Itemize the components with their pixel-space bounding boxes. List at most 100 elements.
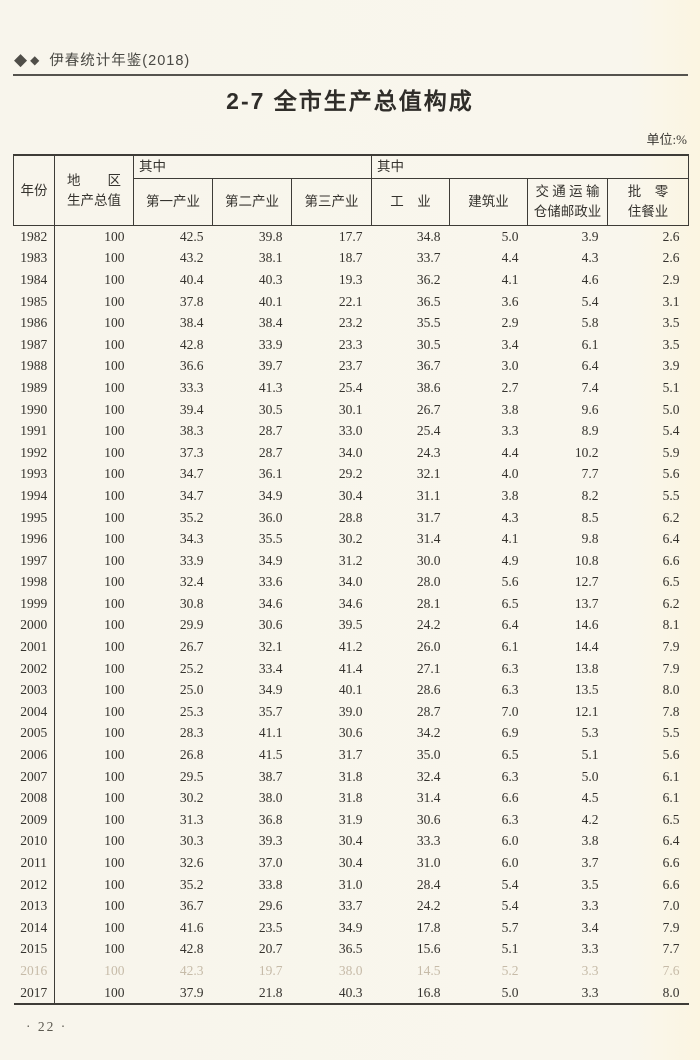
value-cell: 100 xyxy=(104,898,125,914)
value-cell: 23.3 xyxy=(338,336,363,352)
value-cell: 6.3 xyxy=(501,768,519,784)
value-cell: 26.8 xyxy=(179,747,204,763)
value-cell: 6.6 xyxy=(662,855,680,871)
value-cell: 6.1 xyxy=(662,790,680,806)
value-cell: 100 xyxy=(104,941,125,957)
value-cell: 31.8 xyxy=(338,768,363,784)
header-retail-line1: 批 零 xyxy=(627,184,669,200)
value-cell: 16.8 xyxy=(416,984,441,1000)
table-body: 1982 100 42.5 39.8 17.7 34.8 5.0 3.9 2.6 1983 100 4… xyxy=(13,225,689,1005)
year-cell: 1993 xyxy=(13,463,55,486)
value-cell: 14.4 xyxy=(574,639,599,655)
value-cell: 100 xyxy=(104,487,125,503)
value-cell: 6.9 xyxy=(501,725,519,741)
value-cell: 12.7 xyxy=(574,574,599,590)
table-row: 1992 100 37.3 28.7 34.0 24.3 4.4 10.2 5.9 xyxy=(13,441,689,464)
value-cell: 5.0 xyxy=(662,401,680,417)
table-row: 2015 100 42.8 20.7 36.5 15.6 5.1 3.3 7.7 xyxy=(13,938,689,961)
value-cell: 8.9 xyxy=(581,423,599,439)
year-cell: 1984 xyxy=(13,269,55,291)
table-row: 1995 100 35.2 36.0 28.8 31.7 4.3 8.5 6.2 xyxy=(13,506,689,529)
year-cell: 2010 xyxy=(13,830,55,853)
value-cell: 33.7 xyxy=(338,898,363,914)
year-cell: 2009 xyxy=(13,809,55,831)
value-cell: 100 xyxy=(104,682,125,698)
value-cell: 40.3 xyxy=(258,271,283,287)
value-cell: 6.4 xyxy=(662,833,680,849)
value-cell: 2.7 xyxy=(501,379,519,395)
value-cell: 100 xyxy=(104,962,125,978)
value-cell: 39.7 xyxy=(258,358,283,374)
header-ofwhich-sectors: 其中 xyxy=(371,155,689,179)
value-cell: 35.2 xyxy=(179,876,204,892)
value-cell: 4.5 xyxy=(581,790,599,806)
table-row: 1987 100 42.8 33.9 23.3 30.5 3.4 6.1 3.5 xyxy=(13,333,689,356)
value-cell: 6.0 xyxy=(501,855,519,871)
table-row: 1983 100 43.2 38.1 18.7 33.7 4.4 4.3 2.6 xyxy=(13,247,689,270)
year-cell: 2011 xyxy=(13,852,55,874)
value-cell: 100 xyxy=(104,725,125,741)
header-retail-line2: 住餐业 xyxy=(627,204,669,219)
year-cell: 2005 xyxy=(13,722,55,745)
table-row: 1997 100 33.9 34.9 31.2 30.0 4.9 10.8 6.6 xyxy=(13,549,689,572)
value-cell: 24.3 xyxy=(416,444,441,460)
table-row: 2006 100 26.8 41.5 31.7 35.0 6.5 5.1 5.6 xyxy=(13,744,689,766)
table-row: 1993 100 34.7 36.1 29.2 32.1 4.0 7.7 5.6 xyxy=(13,463,689,486)
value-cell: 30.6 xyxy=(258,617,283,633)
table-row: 2012 100 35.2 33.8 31.0 28.4 5.4 3.5 6.6 xyxy=(13,873,689,896)
table-row: 1985 100 37.8 40.1 22.1 36.5 3.6 5.4 3.1 xyxy=(13,290,689,313)
header-transport-line2: 仓储邮政业 xyxy=(533,204,602,219)
value-cell: 31.0 xyxy=(416,855,441,871)
value-cell: 100 xyxy=(104,358,125,374)
value-cell: 4.1 xyxy=(501,531,519,547)
value-cell: 25.3 xyxy=(179,703,204,719)
value-cell: 31.1 xyxy=(416,487,441,503)
value-cell: 13.5 xyxy=(574,682,599,698)
value-cell: 5.7 xyxy=(501,919,519,935)
table-row: 2013 100 36.7 29.6 33.7 24.2 5.4 3.3 7.0 xyxy=(13,895,689,917)
year-cell: 1982 xyxy=(13,225,55,248)
value-cell: 33.9 xyxy=(258,336,283,352)
value-cell: 3.3 xyxy=(581,962,599,978)
value-cell: 41.4 xyxy=(338,660,363,676)
value-cell: 36.8 xyxy=(258,811,283,827)
year-cell: 1997 xyxy=(13,549,55,572)
value-cell: 5.6 xyxy=(501,574,519,590)
value-cell: 29.9 xyxy=(179,617,204,633)
value-cell: 38.4 xyxy=(179,315,204,331)
value-cell: 37.0 xyxy=(258,855,283,871)
value-cell: 100 xyxy=(104,423,125,439)
value-cell: 38.7 xyxy=(258,768,283,784)
header-divider xyxy=(13,74,688,76)
value-cell: 100 xyxy=(104,747,125,763)
value-cell: 7.7 xyxy=(662,941,680,957)
value-cell: 36.5 xyxy=(338,941,363,957)
table-header: 年份 地 区 生产总值 其中 其中 第一产业 第二产业 第三产业 工 业 建筑业… xyxy=(13,155,689,226)
value-cell: 36.7 xyxy=(416,358,441,374)
page-title: 2-7 全市生产总值构成 xyxy=(226,88,474,114)
value-cell: 26.7 xyxy=(416,401,441,417)
value-cell: 35.5 xyxy=(416,315,441,331)
value-cell: 26.7 xyxy=(179,639,204,655)
value-cell: 39.4 xyxy=(179,401,204,417)
value-cell: 6.6 xyxy=(662,876,680,892)
value-cell: 27.1 xyxy=(416,660,441,676)
value-cell: 4.4 xyxy=(501,444,519,460)
value-cell: 3.5 xyxy=(581,876,599,892)
header-gdp-line2: 生产总值 xyxy=(67,192,121,208)
value-cell: 3.3 xyxy=(581,898,599,914)
year-cell: 1983 xyxy=(13,247,55,270)
value-cell: 30.5 xyxy=(258,401,283,417)
value-cell: 33.9 xyxy=(179,552,204,568)
value-cell: 5.0 xyxy=(581,768,599,784)
value-cell: 5.5 xyxy=(662,487,680,503)
value-cell: 5.4 xyxy=(662,423,680,439)
value-cell: 23.5 xyxy=(258,919,283,935)
table-row: 2008 100 30.2 38.0 31.8 31.4 6.6 4.5 6.1 xyxy=(13,787,689,810)
value-cell: 4.6 xyxy=(581,271,599,287)
value-cell: 8.1 xyxy=(662,617,680,633)
value-cell: 42.3 xyxy=(179,962,204,978)
year-cell: 1995 xyxy=(13,506,55,529)
year-cell: 2014 xyxy=(13,917,55,939)
value-cell: 9.6 xyxy=(581,401,599,417)
